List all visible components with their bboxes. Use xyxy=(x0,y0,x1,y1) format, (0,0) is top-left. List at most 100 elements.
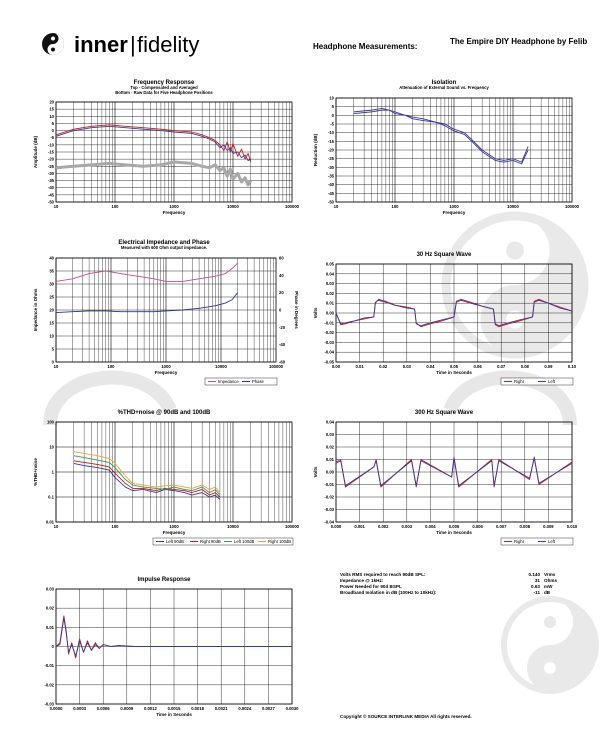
series-line xyxy=(73,451,221,493)
series-line xyxy=(55,292,238,314)
brand-fidelity: fidelity xyxy=(137,32,200,57)
x-tick-label: 0.001 xyxy=(354,524,365,529)
chart-legend: Impedance Phase xyxy=(204,377,278,386)
y-tick-label: 15 xyxy=(49,321,54,326)
x-tick-label: 100 xyxy=(392,204,400,209)
y-tick-label: 0 xyxy=(52,644,55,649)
spec-row: Impedance @ 1kHz: 31 Ohms xyxy=(340,578,580,584)
y2-tick-label: -40 xyxy=(279,342,286,347)
series-line xyxy=(55,124,252,163)
x-axis-label: Frequency xyxy=(155,370,178,375)
chart-legend: Right Left xyxy=(500,377,574,386)
x-tick-label: 0.10 xyxy=(568,364,577,369)
y-tick-label: 0.05 xyxy=(326,262,335,267)
legend-label: Left xyxy=(548,539,556,544)
legend-label: Left xyxy=(548,379,556,384)
x-tick-label: 0.07 xyxy=(497,364,506,369)
y-tick-label: 30 xyxy=(49,282,54,287)
y-tick-label: -0.02 xyxy=(44,682,54,687)
x-tick-label: 0.0027 xyxy=(262,706,275,711)
x-tick-label: 10 xyxy=(334,204,339,209)
y-tick-label: 40 xyxy=(49,256,54,261)
spec-unit: Ohms xyxy=(544,578,558,583)
plot-frame xyxy=(335,421,573,523)
y-tick-label: 10 xyxy=(49,114,54,119)
x-tick-label: 0.009 xyxy=(543,524,554,529)
spec-unit: Vrms xyxy=(544,572,556,577)
y2-axis-label: Phase in Degrees xyxy=(294,291,299,329)
y-tick-label: 0.03 xyxy=(46,587,55,592)
plot-area: 0.00 0.01 0.02 0.03 0.04 0.05 0.06 0.07 0.08 0.09… xyxy=(313,262,577,376)
y-tick-label: 0.00 xyxy=(326,311,335,316)
x-tick-label: 10000 xyxy=(507,204,519,209)
y-tick-label: -30 xyxy=(328,165,335,170)
y2-tick-label: -20 xyxy=(279,325,286,330)
y-tick-label: -45 xyxy=(328,191,335,196)
y-tick-label: -0.01 xyxy=(44,663,54,668)
y-tick-label: -30 xyxy=(48,171,55,176)
x-tick-label: 0.002 xyxy=(378,524,389,529)
y-tick-label: 15 xyxy=(49,107,54,112)
chart-subtitle: Attenuation of External Sound vs. Freque… xyxy=(399,85,489,90)
legend-label: Left 90dB xyxy=(166,539,184,544)
x-axis-label: Frequency xyxy=(163,210,186,215)
y-tick-label: -5 xyxy=(50,135,54,140)
y-tick-label: -10 xyxy=(328,130,335,135)
x-tick-label: 0.007 xyxy=(496,524,507,529)
logo-icon xyxy=(42,33,64,55)
y-tick-label: 35 xyxy=(49,269,54,274)
x-tick-label: 1000 xyxy=(169,204,179,209)
y-tick-label: 5 xyxy=(332,104,335,109)
x-tick-label: 0.0018 xyxy=(191,706,204,711)
y-tick-label: 10 xyxy=(49,445,54,450)
y-tick-label: 0.03 xyxy=(326,281,335,286)
y2-tick-label: 0 xyxy=(279,308,282,313)
legend-box xyxy=(152,537,294,546)
y-tick-label: 20 xyxy=(49,308,54,313)
x-tick-label: 0.004 xyxy=(425,524,436,529)
y-tick-label: 5 xyxy=(52,121,55,126)
y-tick-label: -45 xyxy=(48,192,55,197)
x-axis-label: Time in Seconds xyxy=(436,370,472,375)
plot-area: 10 100 1000 10000 100000 100 10 1 0.1 0.01 Frequen… xyxy=(33,420,300,536)
x-tick-label: 100 xyxy=(112,524,120,529)
legend-label: Right 100dB xyxy=(268,539,291,544)
legend-box xyxy=(204,377,278,386)
chart-title: Frequency Response xyxy=(134,80,195,86)
x-tick-label: 0.09 xyxy=(544,364,553,369)
legend-label: Impedance xyxy=(218,379,239,384)
legend-label: Phase xyxy=(252,379,265,384)
y-tick-label: 10 xyxy=(49,334,54,339)
y-tick-label: -0.02 xyxy=(324,330,334,335)
x-tick-label: 10 xyxy=(54,524,59,529)
x-tick-label: 1000 xyxy=(449,204,459,209)
x-tick-label: 10 xyxy=(54,364,59,369)
x-tick-label: 0.03 xyxy=(403,364,412,369)
legend-box xyxy=(500,377,574,386)
y-tick-label: 100 xyxy=(47,420,55,425)
y2-tick-label: 20 xyxy=(279,290,284,295)
brand-divider: | xyxy=(130,32,136,57)
x-tick-label: 1000 xyxy=(161,364,171,369)
y-tick-label: -0.01 xyxy=(324,482,334,487)
x-tick-label: 0.0024 xyxy=(238,706,251,711)
plot-area: 10 100 1000 10000 100000 10 5 0 -5 -10 -15 -20 -25 -3… xyxy=(313,96,580,216)
spec-value: -11 xyxy=(533,590,540,595)
series-line xyxy=(55,160,253,187)
series-line xyxy=(55,125,251,162)
chart-title: Isolation xyxy=(432,80,457,86)
plot-frame xyxy=(55,257,277,363)
chart-title: 30 Hz Square Wave xyxy=(417,252,472,258)
x-tick-label: 0.0030 xyxy=(286,706,299,711)
x-tick-label: 100000 xyxy=(269,364,284,369)
y-tick-label: -25 xyxy=(328,156,335,161)
spec-unit: dB xyxy=(544,590,551,595)
chart-subtitle: Bottom - Raw Data for Five Headphone Pos… xyxy=(115,90,213,95)
y-tick-label: -0.03 xyxy=(44,702,54,707)
y-tick-label: 10 xyxy=(329,96,334,101)
y-axis-label: %THD+noise xyxy=(33,458,38,486)
x-tick-label: 100 xyxy=(112,204,120,209)
x-tick-label: 0.008 xyxy=(520,524,531,529)
